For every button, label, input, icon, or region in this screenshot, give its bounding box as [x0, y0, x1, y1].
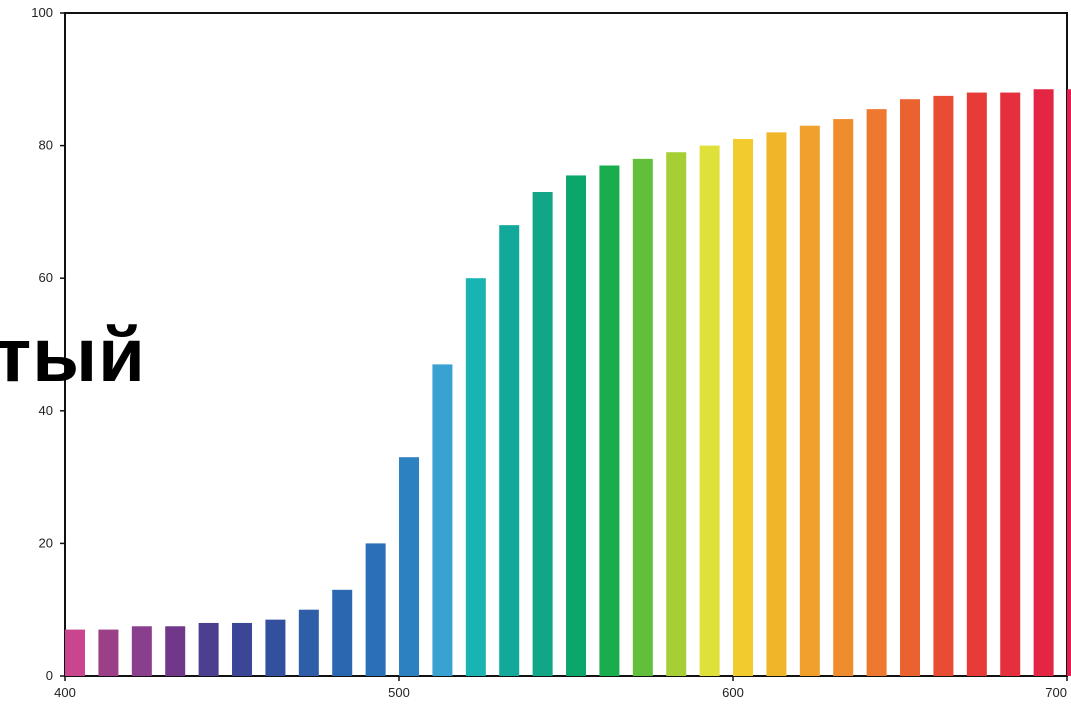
bar	[465, 278, 486, 676]
bar	[432, 364, 453, 676]
x-tick-label: 600	[722, 685, 744, 700]
plot-frame	[64, 12, 1068, 677]
chart-axes	[64, 12, 1068, 677]
bar	[198, 622, 219, 676]
y-tick-label: 40	[39, 403, 53, 418]
bar	[632, 158, 653, 677]
bar	[265, 619, 286, 676]
chart-ticks: 0 20 40 60 80 100 400 500 600 700	[31, 5, 1068, 700]
bar	[232, 622, 253, 676]
bar	[165, 626, 186, 676]
y-tick-label: 80	[39, 138, 53, 153]
bar	[298, 609, 319, 676]
chart-bars	[65, 89, 1071, 677]
bar	[399, 457, 420, 676]
y-tick-label: 100	[31, 5, 53, 20]
bar	[131, 626, 152, 676]
bar	[699, 145, 720, 677]
bar	[733, 138, 754, 677]
bar	[666, 152, 687, 677]
bar	[933, 95, 954, 676]
bar	[365, 543, 386, 676]
x-tick-label: 500	[388, 685, 410, 700]
bar	[1067, 89, 1071, 677]
bar	[1033, 89, 1054, 677]
bar	[332, 589, 353, 676]
x-tick-label: 700	[1045, 685, 1067, 700]
bar	[599, 165, 620, 677]
bar	[98, 629, 119, 676]
y-tick-label: 60	[39, 270, 53, 285]
bar	[766, 132, 787, 677]
bar	[1000, 92, 1021, 676]
overlay-word: тый	[0, 313, 146, 398]
bar	[799, 125, 820, 676]
bar	[866, 109, 887, 676]
bar	[833, 119, 854, 676]
bar	[499, 225, 520, 676]
bar	[900, 99, 921, 676]
y-tick-label: 0	[46, 668, 53, 683]
bar	[65, 629, 86, 676]
x-tick-label: 400	[54, 685, 76, 700]
bar	[966, 92, 987, 676]
bar	[566, 175, 587, 676]
y-tick-label: 20	[39, 535, 53, 550]
bar	[532, 192, 553, 676]
